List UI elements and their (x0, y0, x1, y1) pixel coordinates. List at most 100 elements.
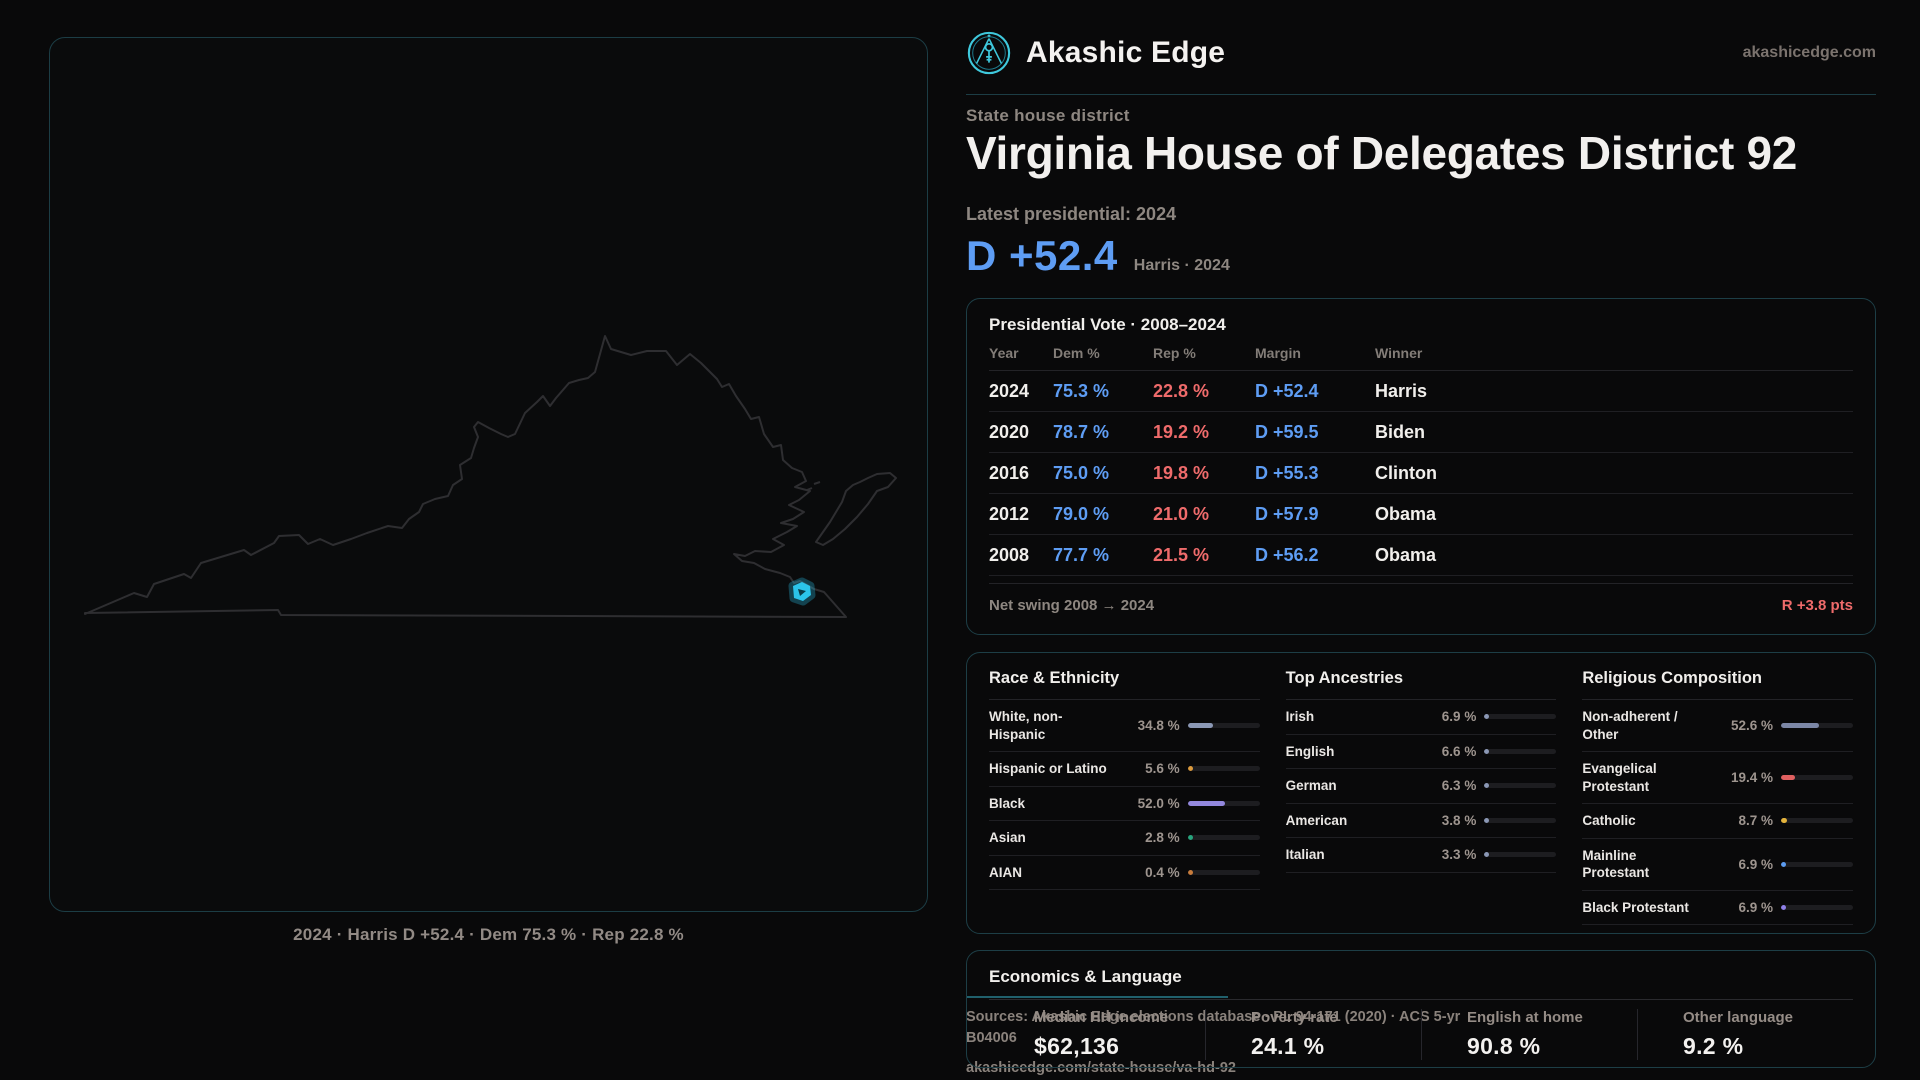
detail-column: Akashic Edge akashicedge.com State house… (966, 0, 1876, 1080)
economics-stat-label: English at home (1467, 1009, 1583, 1026)
table-row: 2016 75.0 % 19.8 % D +55.3 Clinton (989, 453, 1853, 494)
stat-label: Mainline Protestant (1582, 847, 1650, 881)
latest-presidential-label: Latest presidential: 2024 (966, 204, 1177, 224)
stat-bar-fill (1187, 766, 1193, 772)
stat-label: AIAN (989, 864, 1022, 880)
top-ancestries-title: Top Ancestries (1285, 669, 1557, 700)
stat-value: 3.8 % (1441, 812, 1477, 828)
stat-row: Italian 3.3 % (1285, 838, 1557, 873)
net-swing-value: R +3.8 pts (1781, 597, 1853, 614)
stat-value: 6.9 % (1738, 856, 1773, 872)
page-title: Virginia House of Delegates District 92 (966, 127, 1798, 179)
demographics-panel: Race & Ethnicity White, non-Hispanic 34.… (966, 652, 1876, 934)
stat-value: 6.9 % (1441, 709, 1477, 725)
economics-stat-value: 24.1 % (1251, 1033, 1325, 1059)
cell-dem-pct: 78.7 % (1053, 421, 1110, 442)
economics-stat-label: Other language (1683, 1009, 1794, 1026)
stat-label: Evangelical Protestant (1582, 761, 1657, 794)
stat-row: AIAN 0.4 % (989, 856, 1260, 891)
stat-bar (1484, 817, 1557, 823)
stat-bar-fill (1780, 775, 1795, 781)
stat-label: Hispanic or Latino (989, 761, 1107, 777)
cell-winner: Biden (1375, 421, 1426, 442)
stat-bar (1187, 870, 1260, 875)
eastern-shore-outline (815, 472, 897, 546)
cell-rep-pct: 21.0 % (1153, 503, 1210, 524)
religious-composition-title: Religious Composition (1582, 669, 1853, 700)
stat-bar (1780, 818, 1853, 824)
stat-bar (1484, 852, 1557, 858)
cell-dem-pct: 75.0 % (1053, 462, 1110, 483)
stat-label: Non-adherent / Other (1582, 709, 1678, 742)
cell-winner: Harris (1375, 380, 1428, 401)
stat-row: German 6.3 % (1285, 769, 1557, 804)
economics-stat-label: Median HH income (1034, 1009, 1169, 1026)
stat-bar-fill (1484, 714, 1490, 720)
sources-accent-line (966, 996, 1228, 998)
stat-bar (1780, 861, 1853, 867)
stat-bar (1484, 748, 1557, 754)
brand-name: Akashic Edge (1026, 36, 1226, 69)
economics-stat: Other language 9.2 % (1637, 1009, 1853, 1060)
race-ethnicity-section: Race & Ethnicity White, non-Hispanic 34.… (989, 669, 1260, 925)
stat-bar (1187, 800, 1260, 806)
cell-margin: D +52.4 (1255, 380, 1319, 401)
stat-value: 34.8 % (1137, 718, 1180, 734)
stat-label: White, non-Hispanic (989, 709, 1063, 742)
stat-bar-fill (1484, 783, 1490, 789)
stat-bar-fill (1780, 818, 1788, 824)
headline-margin: D +52.4 (966, 232, 1118, 279)
top-ancestries-section: Top Ancestries Irish 6.9 % English 6.6 % (1285, 669, 1557, 925)
stat-value: 6.3 % (1441, 778, 1477, 794)
economics-stat-value: 9.2 % (1683, 1033, 1744, 1059)
akashic-edge-logo-icon (967, 31, 1011, 75)
stat-label: Italian (1285, 847, 1325, 863)
religious-composition-list: Non-adherent / Other 52.6 % Evangelical … (1582, 700, 1853, 926)
stat-value: 0.4 % (1145, 865, 1180, 880)
economics-stat-value: $62,136 (1034, 1033, 1120, 1059)
stat-bar (1187, 766, 1260, 772)
cell-winner: Clinton (1375, 462, 1437, 483)
stat-bar-fill (1780, 723, 1819, 729)
stat-label: Catholic (1582, 813, 1636, 829)
cell-dem-pct: 75.3 % (1053, 380, 1110, 401)
district-map-panel (49, 37, 928, 912)
economics-stat-label: Poverty rate (1251, 1009, 1338, 1026)
headline-margin-row: D +52.4 Harris · 2024 (966, 232, 1230, 280)
stat-label: Irish (1285, 709, 1315, 724)
stat-bar-fill (1187, 835, 1193, 841)
site-link[interactable]: akashicedge.com (1742, 44, 1876, 61)
table-body: 2024 75.3 % 22.8 % D +52.4 Harris 2020 7… (989, 371, 1853, 576)
cell-margin: D +57.9 (1255, 503, 1319, 524)
stat-bar-fill (1187, 870, 1193, 875)
race-ethnicity-list: White, non-Hispanic 34.8 % Hispanic or L… (989, 700, 1260, 891)
cell-dem-pct: 79.0 % (1053, 503, 1110, 524)
net-swing-row: Net swing 2008 → 2024 R +3.8 pts (989, 583, 1853, 614)
map-caption: 2024 · Harris D +52.4 · Dem 75.3 % · Rep… (293, 925, 684, 944)
economics-title-divider (989, 999, 1853, 1000)
cell-dem-pct: 77.7 % (1053, 544, 1110, 565)
presidential-vote-panel: Presidential Vote · 2008–2024 Year Dem %… (966, 298, 1876, 635)
stat-row: Black 52.0 % (989, 787, 1260, 822)
stat-bar-fill (1780, 905, 1786, 911)
stat-value: 3.3 % (1441, 847, 1477, 863)
sources-permalink[interactable]: akashicedge.com/state-house/va-hd-92 (966, 1060, 1236, 1077)
bay-islands (806, 481, 821, 491)
sources-footer: Sources: Akashic Edge elections database… (966, 996, 1486, 1079)
economics-stat: English at home 90.8 % (1421, 1009, 1637, 1060)
stat-value: 8.7 % (1738, 813, 1773, 829)
table-row: 2024 75.3 % 22.8 % D +52.4 Harris (989, 371, 1853, 412)
cell-margin: D +59.5 (1255, 421, 1319, 442)
stat-row: White, non-Hispanic 34.8 % (989, 700, 1260, 753)
stat-label: Black Protestant (1582, 899, 1689, 915)
stat-bar-fill (1484, 852, 1490, 858)
cell-year: 2008 (989, 544, 1030, 565)
district-92-marker[interactable] (788, 577, 816, 606)
stat-row: Hispanic or Latino 5.6 % (989, 752, 1260, 787)
stat-row: Catholic 8.7 % (1582, 804, 1853, 839)
stat-bar-fill (1780, 861, 1786, 867)
kicker-label: State house district (966, 106, 1130, 125)
stat-row: English 6.6 % (1285, 735, 1557, 770)
net-swing-label: Net swing 2008 → 2024 (989, 597, 1155, 614)
table-header-row: Year Dem % Rep % Margin Winner (989, 335, 1853, 371)
